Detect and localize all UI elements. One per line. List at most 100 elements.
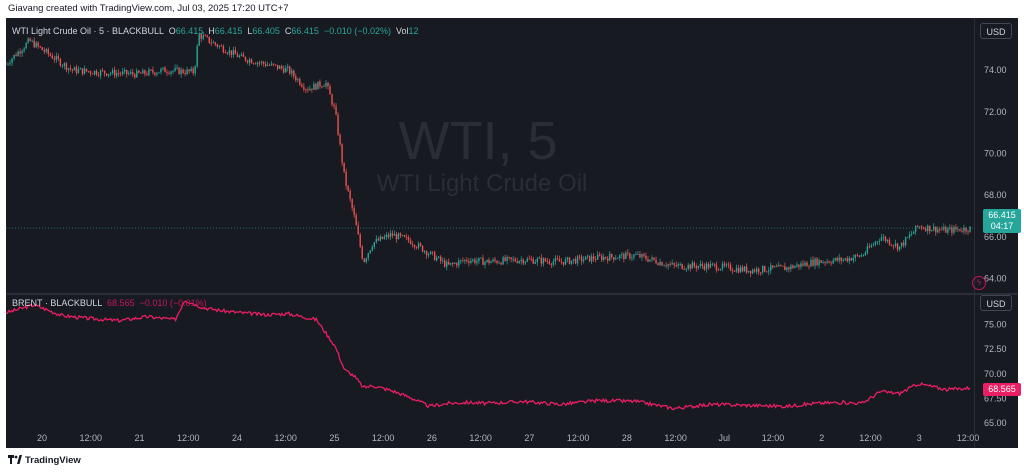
wti-candle-body xyxy=(391,233,394,236)
pane-divider[interactable] xyxy=(6,293,1018,295)
wti-candle-body xyxy=(645,255,647,260)
chart-frame[interactable]: 20 12:00 21 12:00 24 12:00 25 12:00 26 12:00 27 12:… xyxy=(6,18,1021,448)
wti-candle-body xyxy=(731,270,734,272)
open-value: 66.415 xyxy=(175,26,204,36)
wti-candle-body xyxy=(433,252,436,261)
wti-candle-body xyxy=(677,264,679,267)
wti-legend[interactable]: WTI Light Crude Oil · 5 · BLACKBULL O66.… xyxy=(12,26,419,36)
wti-candle-body xyxy=(675,264,677,267)
wti-candle-body xyxy=(353,208,355,216)
wti-candle-body xyxy=(474,259,476,263)
wti-candle-body xyxy=(603,256,605,260)
wti-candle-body xyxy=(468,261,470,263)
wti-price-tick-label: 74.00 xyxy=(984,65,1007,75)
wti-candle-body xyxy=(134,74,136,78)
wti-candle-body xyxy=(935,226,937,233)
wti-candle-body xyxy=(45,49,47,52)
wti-candle-body xyxy=(802,263,804,266)
wti-candle-body xyxy=(941,229,943,231)
wti-candle-body xyxy=(725,264,728,266)
wti-currency-button[interactable]: USD xyxy=(980,23,1012,39)
wti-candle-body xyxy=(822,262,824,263)
wti-candle-body xyxy=(619,255,621,259)
wti-candle-body xyxy=(544,258,547,262)
wti-candle-body xyxy=(357,225,359,235)
wti-candle-body xyxy=(846,258,848,262)
wti-candle-body xyxy=(697,266,700,269)
wti-candle-body xyxy=(852,257,854,261)
wti-candle-body xyxy=(894,243,897,246)
time-axis-tick-label: 12:00 xyxy=(177,433,200,443)
wti-candle-body xyxy=(158,72,160,74)
wti-candle-body xyxy=(287,66,289,68)
wti-candle-body xyxy=(349,190,351,200)
wti-candle-body xyxy=(138,70,140,73)
wti-candle-body xyxy=(886,239,889,242)
brent-currency-button[interactable]: USD xyxy=(980,295,1012,311)
wti-candle-body xyxy=(144,70,146,74)
wti-candle-body xyxy=(745,266,748,273)
wti-candle-body xyxy=(772,265,774,268)
wti-candle-body xyxy=(808,266,810,268)
brent-title[interactable]: BRENT · BLACKBULL xyxy=(12,298,103,308)
wti-title[interactable]: WTI Light Crude Oil · 5 · BLACKBULL xyxy=(12,26,164,36)
wti-candle-body xyxy=(617,258,619,259)
brent-legend[interactable]: BRENT · BLACKBULL 68.565 −0.010 (−0.01%) xyxy=(12,298,207,308)
wti-candle-body xyxy=(61,65,64,67)
wti-candle-body xyxy=(723,263,726,266)
wti-candle-body xyxy=(423,251,426,252)
wti-candle-body xyxy=(770,265,772,271)
wti-candle-body xyxy=(343,162,345,172)
wti-candle-body xyxy=(695,266,697,269)
wti-candle-body xyxy=(933,226,935,231)
wti-candle-body xyxy=(274,64,277,66)
wti-candle-body xyxy=(297,79,299,81)
wti-candle-body xyxy=(896,243,899,250)
wti-candle-body xyxy=(470,260,472,263)
wti-price-tick-label: 70.00 xyxy=(984,148,1007,158)
wti-candle-body xyxy=(126,69,128,75)
wti-candle-body xyxy=(655,259,657,264)
close-value: 66.415 xyxy=(291,26,319,36)
wti-candle-body xyxy=(828,261,830,263)
time-axis-tick-label: 3 xyxy=(917,433,922,443)
wti-candle-body xyxy=(792,265,794,269)
attribution-text: Giavang created with TradingView.com, Ju… xyxy=(8,3,289,14)
tradingview-logo[interactable]: TradingView xyxy=(8,455,81,466)
wti-candle-body xyxy=(631,257,633,259)
wti-candle-body xyxy=(866,246,869,253)
wti-candle-body xyxy=(705,263,708,270)
wti-candle-body xyxy=(276,64,279,69)
wti-candle-body xyxy=(156,73,158,75)
lightning-icon[interactable]: ϟ xyxy=(972,276,986,290)
wti-candle-body xyxy=(337,114,339,135)
time-axis-tick-label: 12:00 xyxy=(567,433,590,443)
wti-candle-body xyxy=(188,69,190,72)
wti-candle-body xyxy=(916,225,919,227)
watermark-name: WTI Light Crude Oil xyxy=(376,170,588,197)
volume-label: Vol xyxy=(396,26,409,36)
wti-candle-body xyxy=(17,51,19,56)
wti-candle-body xyxy=(176,67,178,69)
wti-candle-body xyxy=(387,234,390,238)
wti-candle-body xyxy=(651,257,653,260)
wti-candle-body xyxy=(458,260,460,266)
wti-candle-body xyxy=(228,50,231,54)
wti-candle-body xyxy=(462,260,464,262)
wti-candle-body xyxy=(140,72,142,74)
wti-candle-body xyxy=(401,235,404,237)
wti-candle-body xyxy=(448,261,450,265)
wti-candle-body xyxy=(665,265,667,267)
wti-candle-body xyxy=(776,266,778,268)
wti-candle-body xyxy=(238,55,241,58)
wti-candle-body xyxy=(160,69,162,73)
wti-candle-body xyxy=(365,258,367,262)
chart-canvas[interactable]: 20 12:00 21 12:00 24 12:00 25 12:00 26 12:00 27 12:… xyxy=(6,18,1018,448)
wti-candle-body xyxy=(97,74,100,76)
wti-candle-body xyxy=(339,134,341,145)
wti-candle-body xyxy=(95,70,98,75)
wti-candle-body xyxy=(224,52,227,54)
wti-candle-body xyxy=(729,264,732,271)
wti-candle-body xyxy=(949,227,951,229)
wti-candle-body xyxy=(39,46,41,48)
